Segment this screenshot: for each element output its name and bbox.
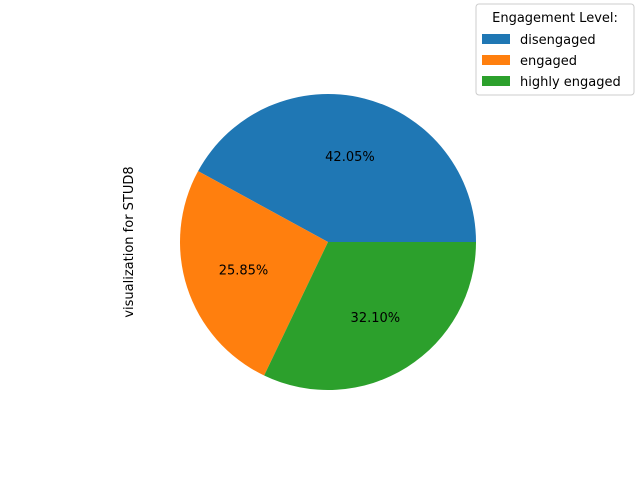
- legend-label-highly-engaged: highly engaged: [520, 75, 621, 90]
- pie-slice-engaged: [179, 171, 328, 376]
- legend-label-engaged: engaged: [520, 54, 577, 69]
- legend-label-disengaged: disengaged: [520, 33, 596, 48]
- pie-percent-label-disengaged: 42.05%: [325, 150, 375, 165]
- legend-swatch-highly-engaged: [482, 76, 510, 86]
- legend-frame: [475, 3, 635, 96]
- y-axis-label: visualization for STUD8: [122, 166, 137, 317]
- legend: Engagement Level: disengaged engaged highl…: [475, 3, 635, 96]
- pie-slice-highly-engaged: [264, 242, 476, 391]
- pie-percent-labels: 42.05% 25.85% 32.10%: [219, 150, 400, 326]
- pie-percent-label-engaged: 25.85%: [219, 263, 269, 278]
- legend-swatch-disengaged: [482, 34, 510, 44]
- legend-title: Engagement Level:: [492, 11, 618, 26]
- pie-slice-disengaged: [198, 93, 476, 242]
- legend-swatch-engaged: [482, 55, 510, 65]
- pie-slices: [179, 93, 476, 391]
- pie-percent-label-highly-engaged: 32.10%: [351, 311, 401, 326]
- legend-items: disengaged engaged highly engaged: [482, 33, 621, 90]
